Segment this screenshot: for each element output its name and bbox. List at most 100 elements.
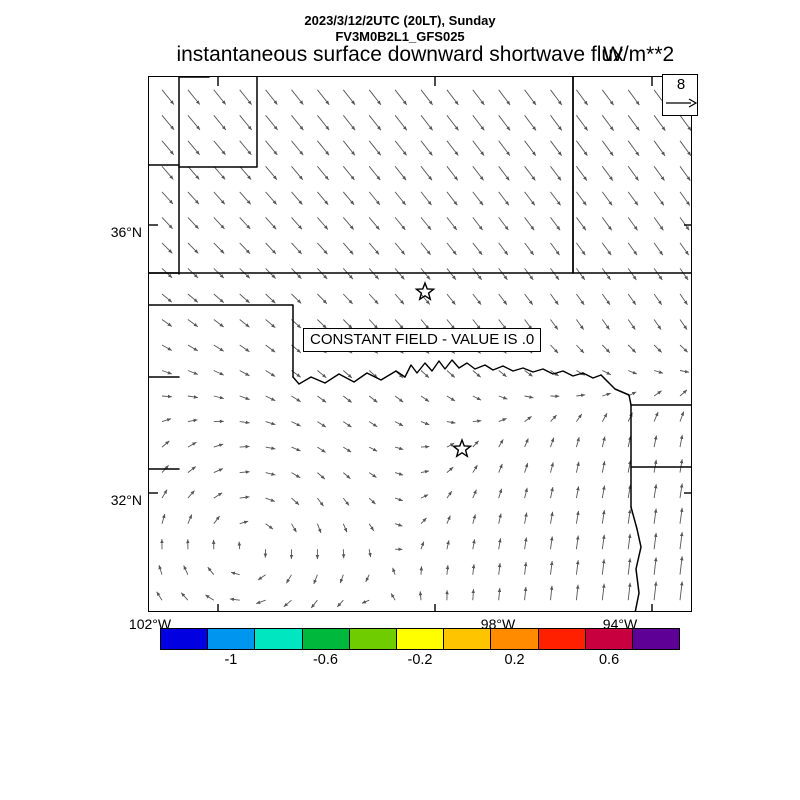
wind-vector-arrow [524, 438, 529, 448]
wind-vector-arrow [498, 538, 502, 550]
wind-vector-arrow [343, 370, 353, 379]
wind-vector-arrow [213, 140, 226, 156]
wind-vector-arrow [368, 89, 382, 106]
wind-vector-arrow [239, 444, 250, 449]
wind-vector-arrow [368, 242, 380, 255]
wind-vector-arrow [627, 268, 637, 281]
wind-vector-arrow [317, 140, 330, 156]
wind-vector-arrow [601, 319, 610, 330]
wind-vector-arrow [390, 593, 396, 601]
wind-vector-arrow [317, 89, 330, 105]
wind-vector-arrow [317, 191, 329, 205]
colorbar-segment [538, 629, 586, 649]
wind-vector-arrow [497, 563, 502, 575]
wind-vector-arrow [187, 514, 193, 524]
wind-vector-arrow [550, 89, 563, 106]
wind-vector-arrow [310, 599, 318, 609]
wind-vector-arrow [601, 583, 606, 601]
wind-vector-arrow [265, 497, 276, 502]
wind-vector-arrow [239, 166, 252, 180]
wind-vector-arrow [679, 411, 685, 422]
wind-vector-arrow [498, 268, 508, 281]
wind-vector-arrow [187, 319, 199, 328]
wind-vector-arrow [472, 370, 481, 378]
wind-vector-arrow [265, 89, 278, 105]
wind-vector-arrow [601, 115, 614, 131]
wind-vector-arrow [183, 565, 189, 575]
colorbar-segment [255, 629, 303, 649]
wind-vector-arrow [602, 370, 611, 376]
wind-vector-arrow [420, 541, 425, 550]
wind-vector-arrow [627, 435, 632, 448]
wind-vector-arrow [523, 562, 528, 575]
wind-vector-arrow [239, 319, 250, 328]
wind-vector-arrow [524, 370, 533, 377]
station-marker-north[interactable] [414, 281, 436, 301]
wind-vector-arrow [550, 293, 559, 306]
wind-vector-arrow [207, 566, 215, 575]
wind-vector-arrow [472, 166, 484, 181]
wind-vector-arrow [679, 217, 690, 231]
wind-vector-arrow [291, 166, 304, 181]
wind-vector-arrow [601, 510, 606, 524]
wind-vector-arrow [237, 541, 242, 550]
wind-vector-arrow [317, 370, 327, 379]
wind-vector-arrow [679, 293, 688, 306]
wind-vector-arrow [420, 494, 429, 499]
wind-vector-arrow [187, 217, 199, 230]
wind-vector-arrow [498, 488, 503, 499]
wind-vector-arrow [313, 574, 318, 585]
station-marker-south[interactable] [451, 438, 473, 458]
wind-vector-arrow [394, 191, 407, 206]
wind-vector-arrow [524, 115, 537, 131]
wind-vector-arrow [524, 512, 528, 524]
wind-vector-arrow [498, 439, 504, 448]
wind-vector-arrow [239, 217, 251, 230]
right-arrow-icon [666, 98, 697, 108]
wind-vector-arrow [472, 489, 477, 499]
wind-vector-arrow [265, 395, 276, 402]
wind-vector-arrow [472, 217, 483, 231]
wind-vector-arrow [524, 416, 532, 422]
wind-vector-arrow [239, 191, 252, 205]
colorbar-tick: -1 [224, 652, 238, 668]
wind-vector-arrow [446, 466, 454, 473]
wind-vector-arrow [187, 242, 199, 254]
wind-vector-arrow [446, 515, 451, 524]
wind-vector-arrow [265, 191, 277, 205]
wind-vector-arrow [213, 166, 226, 180]
wind-vector-arrow [420, 421, 430, 426]
wind-vector-arrow [576, 268, 586, 281]
wind-vector-arrow [472, 464, 478, 473]
wind-vector-arrow [394, 293, 405, 305]
wind-vector-arrow [187, 89, 201, 105]
wind-vector-arrow [498, 217, 509, 231]
wind-vector-arrow [265, 523, 274, 530]
reference-vector-value: 8 [676, 76, 686, 93]
colorbar-segment [491, 629, 539, 649]
colorbar-segment [302, 629, 350, 649]
wind-vector-arrow [524, 293, 534, 305]
wind-vector-arrow [576, 413, 583, 422]
wind-vector-arrow [291, 242, 303, 255]
wind-vector-arrow [472, 319, 481, 330]
wind-vector-arrow [498, 513, 502, 524]
wind-vector-arrow [239, 293, 250, 304]
wind-vector-arrow [187, 370, 199, 375]
wind-vector-arrow [265, 421, 276, 426]
wind-vector-arrow [549, 536, 554, 550]
wind-vector-arrow [679, 532, 684, 550]
wind-vector-arrow [213, 468, 224, 474]
map-plot-area[interactable] [148, 76, 692, 612]
wind-vector-arrow [653, 217, 664, 231]
wind-vector-arrow [317, 497, 324, 507]
wind-vector-arrow [256, 599, 266, 605]
wind-vector-arrow [361, 599, 370, 604]
colorbar[interactable] [160, 628, 680, 650]
wind-vector-arrow [550, 140, 562, 156]
wind-vector-arrow [679, 556, 684, 575]
wind-vector-arrow [161, 242, 173, 254]
wind-vector-arrow [368, 472, 377, 478]
wind-vector-arrow [394, 166, 407, 181]
